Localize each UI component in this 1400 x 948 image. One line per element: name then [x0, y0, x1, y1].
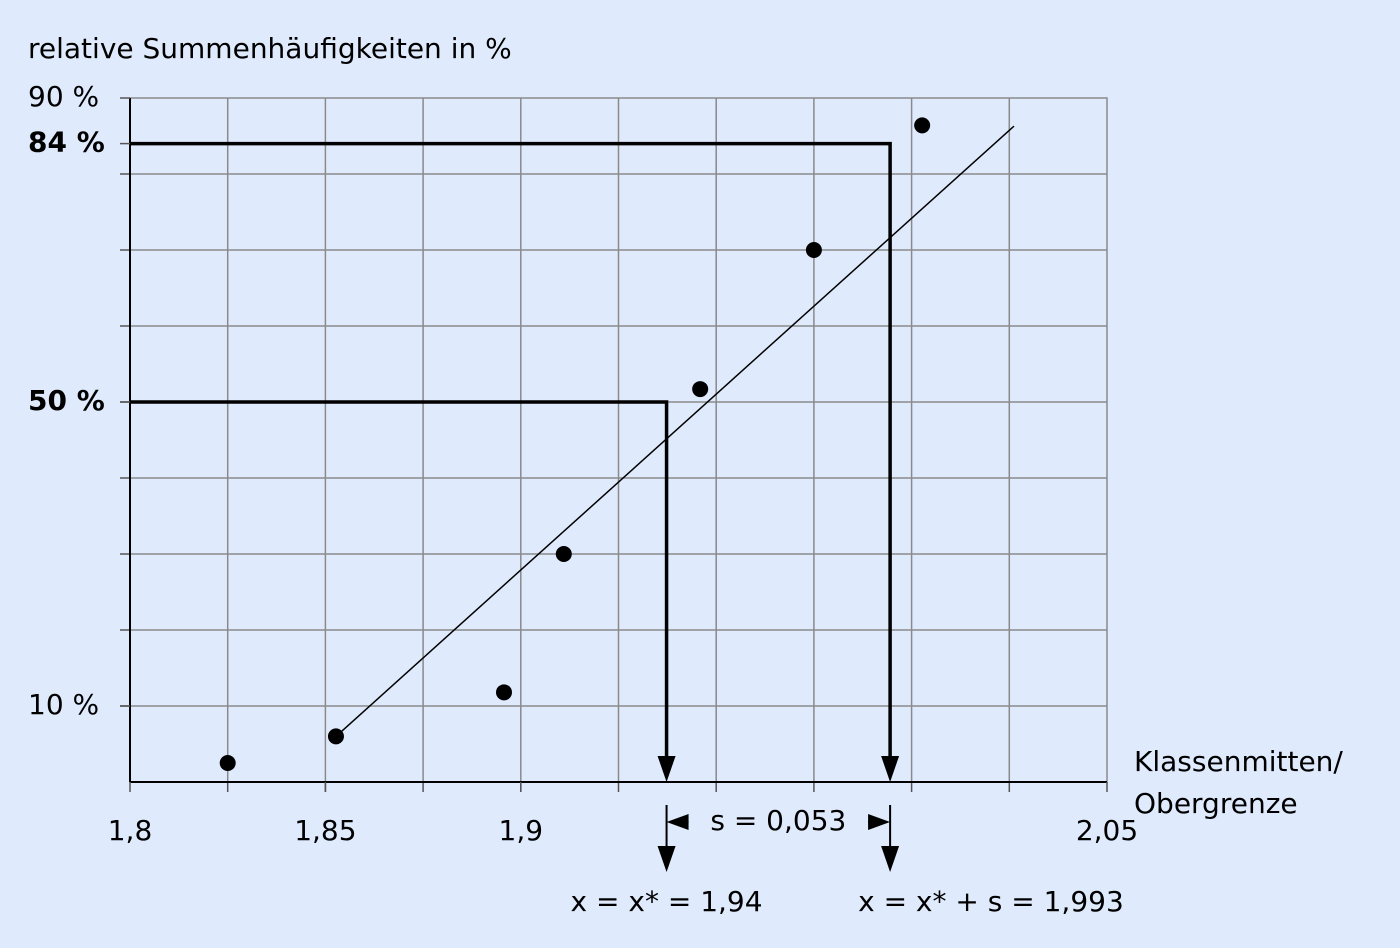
guide-label: x = x* = 1,94: [571, 885, 763, 918]
x-tick-label: 1,8: [108, 814, 153, 847]
arrow-head: [881, 756, 900, 782]
x-tick-label: 1,85: [294, 814, 356, 847]
y-tick-label: 84 %: [28, 126, 105, 159]
y-tick-label: 90 %: [28, 80, 99, 113]
y-tick-label: 50 %: [28, 384, 105, 417]
guide-line: [130, 400, 669, 762]
arrow-head: [657, 846, 676, 872]
x-tick-label: 1,9: [499, 814, 544, 847]
point: [219, 755, 236, 771]
y-tick-label: 10 %: [28, 688, 99, 721]
x-axis-title: Klassenmitten/: [1134, 745, 1343, 778]
point: [692, 381, 709, 398]
guide-label: x = x* + s = 1,993: [858, 885, 1124, 918]
fit-line: [335, 125, 1015, 737]
arrow-head: [868, 814, 891, 830]
x-axis-title: Obergrenze: [1134, 787, 1298, 820]
x-tick-label: 2,05: [1076, 814, 1138, 847]
guide-line: [130, 141, 892, 762]
point: [805, 242, 822, 258]
point: [555, 546, 572, 562]
s-label: s = 0,053: [710, 804, 846, 837]
point: [495, 684, 512, 701]
y-axis-title: relative Summenhäufigkeiten in %: [28, 32, 512, 65]
arrow-head: [666, 814, 689, 830]
arrow-head: [881, 846, 900, 872]
point: [914, 117, 931, 134]
arrow-head: [657, 756, 676, 782]
point: [327, 728, 344, 745]
